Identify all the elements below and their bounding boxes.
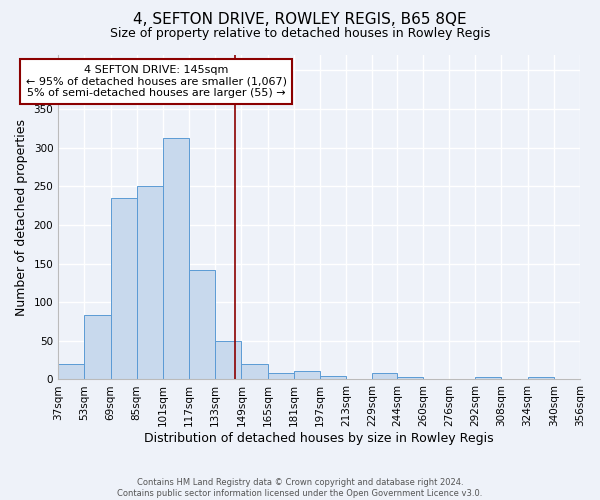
Text: Size of property relative to detached houses in Rowley Regis: Size of property relative to detached ho… <box>110 28 490 40</box>
Bar <box>397 377 423 380</box>
Bar <box>163 138 189 380</box>
Bar <box>85 316 110 380</box>
Bar <box>189 270 215 380</box>
Text: 4, SEFTON DRIVE, ROWLEY REGIS, B65 8QE: 4, SEFTON DRIVE, ROWLEY REGIS, B65 8QE <box>133 12 467 28</box>
Bar <box>527 377 554 380</box>
Bar <box>58 364 85 380</box>
Bar <box>372 374 397 380</box>
Bar <box>475 377 502 380</box>
Bar <box>268 374 294 380</box>
Y-axis label: Number of detached properties: Number of detached properties <box>15 118 28 316</box>
Bar <box>241 364 268 380</box>
Bar <box>215 341 241 380</box>
Bar <box>110 198 137 380</box>
Bar <box>320 376 346 380</box>
Bar <box>294 371 320 380</box>
Text: Contains HM Land Registry data © Crown copyright and database right 2024.
Contai: Contains HM Land Registry data © Crown c… <box>118 478 482 498</box>
X-axis label: Distribution of detached houses by size in Rowley Regis: Distribution of detached houses by size … <box>144 432 494 445</box>
Text: 4 SEFTON DRIVE: 145sqm
← 95% of detached houses are smaller (1,067)
5% of semi-d: 4 SEFTON DRIVE: 145sqm ← 95% of detached… <box>26 65 287 98</box>
Bar <box>137 186 163 380</box>
